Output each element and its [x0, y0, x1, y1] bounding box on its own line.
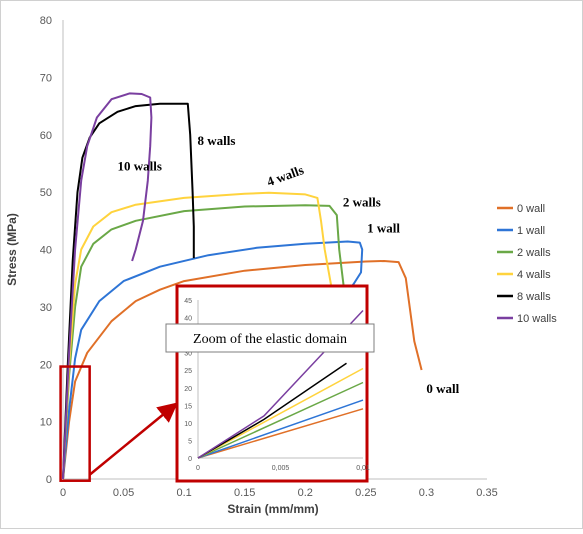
zoom-box — [59, 365, 91, 482]
legend-layer: 0 wall 1 wall 2 walls 4 walls 8 walls 10 wall… — [497, 203, 557, 325]
zoom-arrow — [88, 402, 178, 476]
y-tick-label: 80 — [40, 15, 52, 27]
inset-y-tick-label: 0 — [188, 456, 192, 463]
y-tick-label: 10 — [40, 417, 52, 429]
curve-annotation: 10 walls — [118, 158, 162, 173]
legend-label: 2 walls — [517, 247, 551, 259]
x-tick-label: 0.25 — [355, 487, 376, 499]
inset-y-tick-label: 45 — [184, 298, 192, 305]
series-line — [62, 92, 153, 480]
x-tick-label: 0.3 — [419, 487, 434, 499]
curve-annotation: 2 walls — [343, 194, 381, 209]
legend-label: 4 walls — [517, 269, 551, 281]
legend-label: 10 walls — [517, 313, 557, 325]
inset-y-tick-label: 20 — [184, 386, 192, 393]
x-tick-label: 0.1 — [176, 487, 191, 499]
curve-annotation: 0 wall — [426, 381, 459, 396]
inset-series-line — [197, 381, 364, 459]
x-tick-label: 0.2 — [298, 487, 313, 499]
y-tick-label: 70 — [40, 72, 52, 84]
inset-y-tick-label: 15 — [184, 403, 192, 410]
series-layer — [62, 92, 423, 480]
series-line — [62, 102, 195, 480]
y-tick-label: 60 — [40, 130, 52, 142]
series-line — [62, 204, 349, 480]
legend-label: 0 wall — [517, 203, 545, 215]
inset-frame — [175, 284, 369, 483]
x-tick-label: 0.15 — [234, 487, 255, 499]
legend-label: 1 wall — [517, 225, 545, 237]
x-axis-label: Strain (mm/mm) — [227, 502, 318, 516]
series-line — [62, 191, 333, 480]
inset-y-tick-label: 25 — [184, 368, 192, 375]
series-line — [62, 240, 364, 480]
y-tick-label: 20 — [40, 359, 52, 371]
inset-x-tick-label: 0 — [196, 465, 200, 472]
x-tick-label: 0 — [60, 487, 66, 499]
inset-series-line — [197, 367, 364, 459]
curve-annotation: 8 walls — [197, 133, 235, 148]
inset-y-tick-label: 40 — [184, 316, 192, 323]
inset-y-tick-label: 10 — [184, 421, 192, 428]
y-tick-label: 0 — [46, 474, 52, 486]
y-tick-label: 50 — [40, 187, 52, 199]
inset-x-tick-label: 0,005 — [272, 465, 290, 472]
inset-series-line — [197, 362, 347, 459]
curve-annotation: 1 wall — [367, 220, 400, 235]
x-tick-label: 0.05 — [113, 487, 134, 499]
inset-series-line — [197, 408, 364, 459]
inset-x-tick-label: 0,01 — [356, 465, 370, 472]
legend-label: 8 walls — [517, 291, 551, 303]
inset-y-tick-label: 5 — [188, 438, 192, 445]
y-axis-label: Stress (MPa) — [5, 213, 19, 286]
y-tick-label: 30 — [40, 302, 52, 314]
inset-series-line — [197, 399, 364, 459]
x-tick-label: 0.35 — [476, 487, 497, 499]
inset-label: Zoom of the elastic domain — [193, 332, 347, 347]
inset-y-tick-label: 30 — [184, 351, 192, 358]
inset-label-box — [165, 323, 375, 353]
y-tick-label: 40 — [40, 245, 52, 257]
